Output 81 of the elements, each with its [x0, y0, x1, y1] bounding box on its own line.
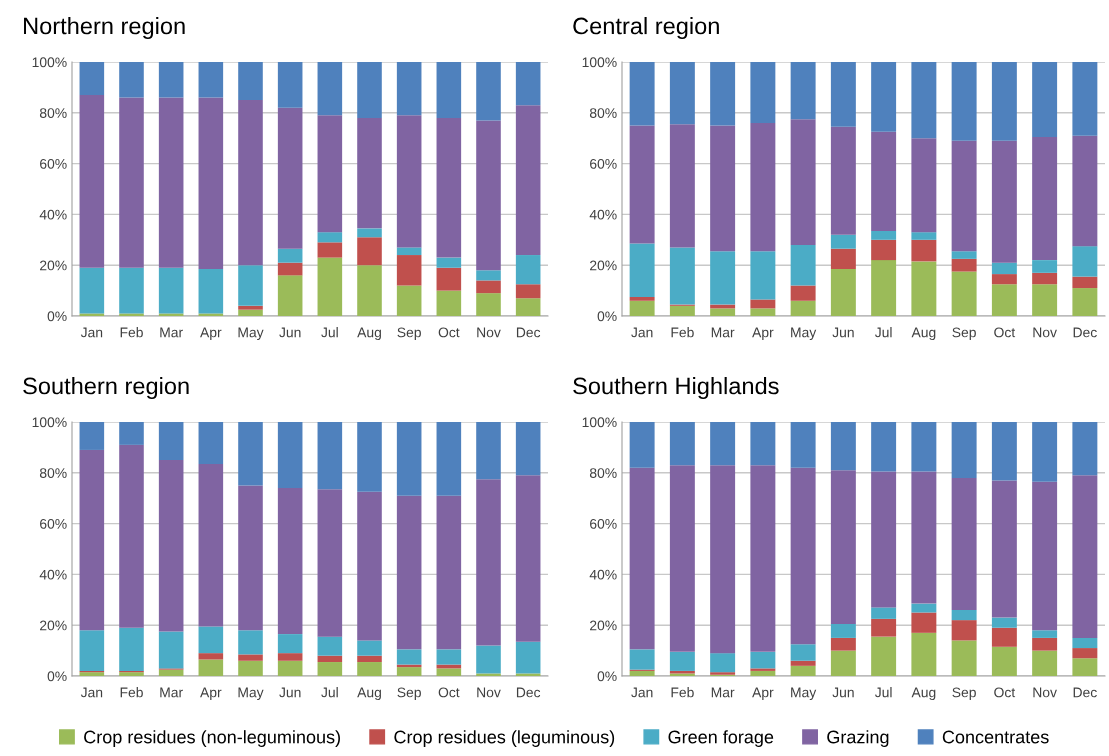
legend-label: Crop residues (non-leguminous) — [84, 730, 340, 747]
chart-title: Southern region — [23, 376, 189, 400]
y-tick-label: 60% — [590, 158, 617, 169]
x-tick-label: Jun — [279, 687, 301, 698]
y-tick-label: 20% — [590, 260, 617, 271]
x-tick-label: Apr — [752, 687, 774, 701]
x-tick-label: Aug — [911, 327, 936, 341]
x-tick-label: Jul — [874, 327, 892, 338]
y-tick-label: 20% — [590, 620, 617, 631]
y-tick-label: 60% — [40, 518, 67, 529]
x-tick-label: Oct — [438, 327, 460, 338]
x-tick-label: Jun — [832, 687, 854, 698]
y-tick-label: 40% — [39, 209, 67, 220]
y-tick-label: 80% — [39, 468, 67, 478]
x-tick-label: Mar — [160, 327, 183, 338]
y-tick-label: 100% — [582, 57, 617, 68]
y-tick-label: 100% — [582, 417, 617, 428]
chart-title: Southern Highlands — [573, 376, 779, 400]
x-tick-label: Jul — [321, 327, 338, 338]
x-tick-label: May — [238, 687, 264, 701]
y-tick-label: 60% — [40, 158, 67, 169]
y-tick-label: 60% — [590, 518, 617, 529]
x-tick-label: Nov — [477, 687, 501, 698]
x-tick-label: Dec — [516, 687, 541, 698]
x-tick-label: Aug — [357, 327, 381, 341]
y-tick-label: 40% — [39, 569, 67, 580]
x-tick-label: Jul — [321, 687, 338, 698]
x-tick-label: Jan — [80, 327, 103, 338]
x-tick-label: Apr — [200, 327, 222, 341]
legend-label: Concentrates — [942, 730, 1049, 744]
x-tick-label: Mar — [711, 327, 735, 338]
x-tick-label: Sep — [952, 687, 976, 701]
x-tick-label: May — [791, 687, 817, 701]
x-tick-label: Nov — [1033, 327, 1057, 338]
x-tick-label: Nov — [477, 327, 501, 338]
x-tick-label: Aug — [357, 687, 381, 701]
x-tick-label: Jan — [631, 327, 653, 338]
x-tick-label: Sep — [397, 327, 421, 341]
x-tick-label: Dec — [516, 327, 541, 338]
x-tick-label: Dec — [1073, 687, 1097, 698]
x-tick-label: Mar — [711, 687, 735, 698]
x-tick-label: Feb — [671, 687, 694, 698]
x-tick-label: Feb — [120, 327, 143, 338]
x-tick-label: Sep — [397, 687, 421, 701]
x-tick-label: May — [238, 327, 264, 341]
y-tick-label: 80% — [39, 108, 67, 118]
x-tick-label: Jan — [80, 687, 103, 698]
legend-label: Crop residues (leguminous) — [394, 730, 615, 747]
x-tick-label: Sep — [952, 327, 976, 341]
x-tick-label: Aug — [911, 687, 936, 701]
x-tick-label: Apr — [200, 687, 222, 701]
legend-label: Green forage — [668, 730, 774, 747]
y-tick-label: 40% — [589, 209, 617, 220]
y-tick-label: 0% — [47, 671, 67, 682]
y-tick-label: 0% — [47, 311, 67, 322]
x-tick-label: Jun — [832, 327, 854, 338]
x-tick-label: Jun — [279, 327, 301, 338]
x-tick-label: Jul — [874, 687, 892, 698]
x-tick-label: Oct — [438, 687, 460, 698]
y-tick-label: 0% — [597, 311, 617, 322]
y-tick-label: 0% — [597, 671, 617, 682]
x-tick-label: Oct — [994, 687, 1016, 698]
x-tick-label: Nov — [1033, 687, 1057, 698]
x-tick-label: Oct — [994, 327, 1016, 338]
x-tick-label: Dec — [1073, 327, 1097, 338]
y-tick-label: 20% — [40, 620, 67, 631]
x-tick-label: Feb — [120, 687, 143, 698]
x-tick-label: May — [791, 327, 817, 341]
chart-title: Northern region — [24, 17, 185, 39]
y-tick-label: 80% — [589, 108, 617, 118]
legend-label: Grazing — [827, 730, 889, 747]
x-tick-label: Jan — [631, 687, 653, 698]
x-tick-label: Feb — [671, 327, 694, 338]
x-tick-label: Mar — [160, 687, 183, 698]
y-tick-label: 80% — [589, 468, 617, 478]
chart-title: Central region — [573, 17, 719, 39]
y-tick-label: 20% — [40, 260, 67, 271]
x-tick-label: Apr — [752, 327, 774, 341]
y-tick-label: 100% — [32, 57, 67, 68]
y-tick-label: 100% — [32, 417, 67, 428]
y-tick-label: 40% — [589, 569, 617, 580]
